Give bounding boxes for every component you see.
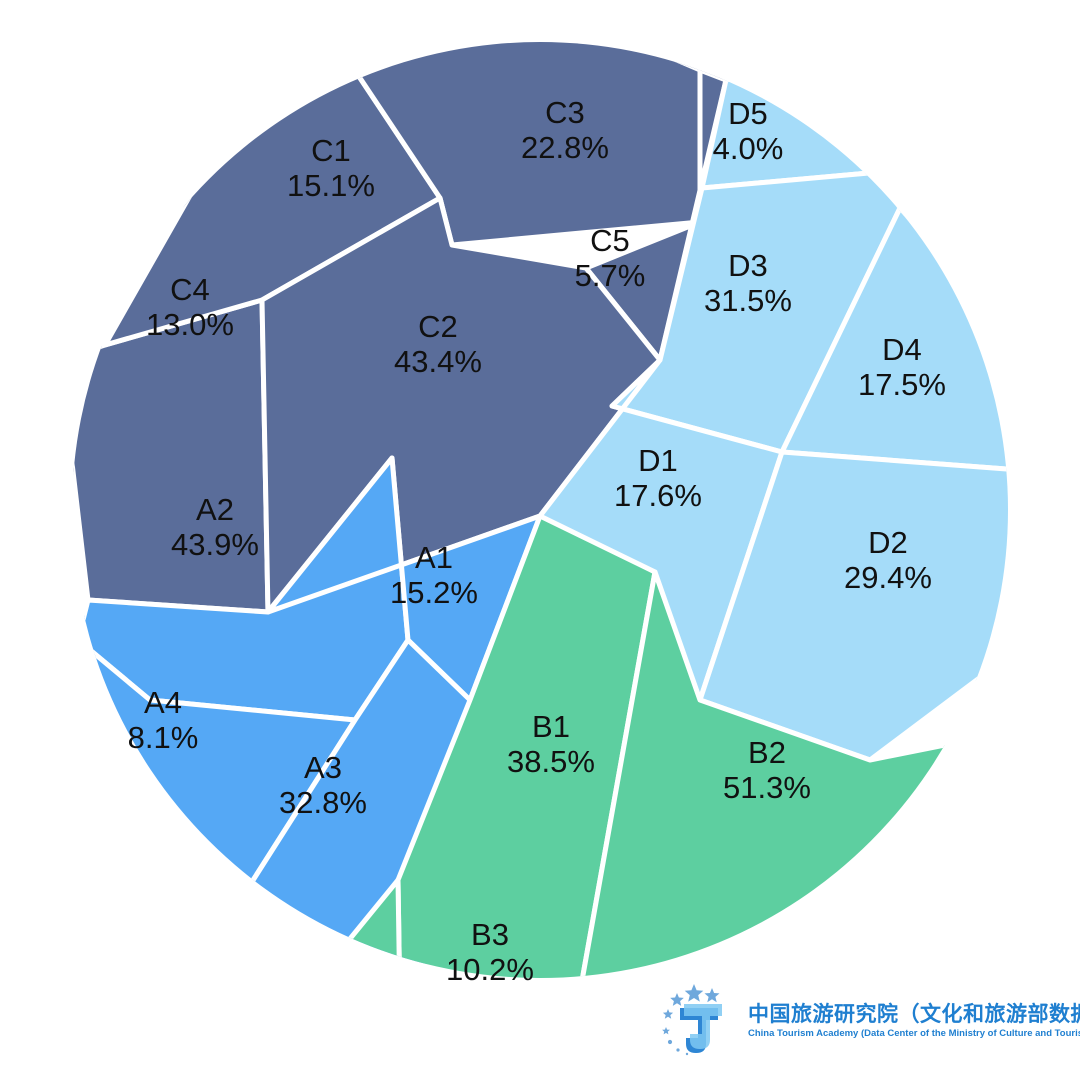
- cell-B3[interactable]: [297, 877, 578, 1060]
- logo-name-en: China Tourism Academy (Data Center of th…: [748, 1027, 1080, 1039]
- logo-text: 中国旅游研究院（文化和旅游部数据中心） China Tourism Academ…: [748, 1003, 1080, 1038]
- organization-logo: 中国旅游研究院（文化和旅游部数据中心） China Tourism Academ…: [660, 982, 1080, 1060]
- cell-D2[interactable]: [697, 449, 1030, 763]
- cell-C4[interactable]: [60, 297, 271, 615]
- cell-D5[interactable]: [699, 57, 883, 191]
- cells-layer: [60, 42, 1030, 1060]
- group-b: [297, 513, 1020, 1060]
- logo-name-cn: 中国旅游研究院（文化和旅游部数据中心）: [748, 1002, 1080, 1027]
- cell-B2[interactable]: [572, 569, 1020, 1020]
- logo-letter-t: [680, 1004, 722, 1053]
- logo-mark-svg: [662, 984, 722, 1056]
- stars-icon: [662, 984, 720, 1056]
- tourism-academy-logo-icon: [660, 982, 738, 1060]
